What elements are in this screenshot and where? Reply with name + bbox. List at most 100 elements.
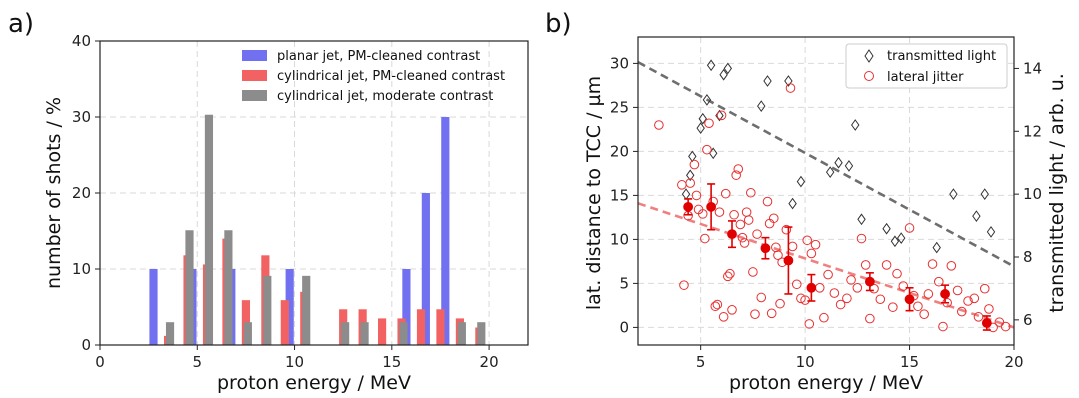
transmitted-light-point [851, 119, 860, 131]
tick-label-a-x: 15 [382, 353, 401, 371]
lateral-jitter-point [750, 309, 760, 320]
legend-a-swatch-1 [242, 70, 267, 81]
mean-point [981, 318, 992, 328]
transmitted-light-point [686, 169, 695, 182]
tick-label-b-y: 0 [619, 318, 629, 336]
bar-series-2 [399, 322, 408, 345]
mean-point [683, 201, 694, 212]
lateral-jitter-point [727, 305, 737, 315]
transmitted-light-point [949, 188, 958, 200]
transmitted-light-point [706, 59, 716, 72]
bar-series-2 [165, 322, 175, 345]
transmitted-light-point [702, 94, 712, 106]
tick-label-a-y: 30 [72, 108, 91, 126]
transmitted-light-point [698, 112, 707, 125]
lateral-jitter-point [800, 295, 810, 305]
lateral-jitter-point [810, 239, 821, 250]
lateral-jitter-point [791, 279, 802, 290]
legend-a-label-2: cylindrical jet, moderate contrast [277, 89, 493, 104]
lateral-jitter-point [691, 190, 702, 201]
lateral-jitter-point [762, 196, 773, 207]
panel-a-label: a) [8, 9, 34, 39]
transmitted-light-point [834, 156, 843, 169]
mean-point [864, 276, 875, 287]
lateral-jitter-point [771, 242, 781, 253]
lateral-jitter-point [956, 306, 967, 317]
tick-label-b-y2: 8 [1023, 248, 1033, 266]
bar-series-2 [224, 230, 233, 345]
bar-series-0 [149, 269, 158, 345]
tick-label-a-y: 10 [72, 260, 91, 278]
lateral-jitter-point [823, 269, 833, 280]
lateral-jitter-point [731, 170, 741, 180]
lateral-jitter-point [923, 289, 934, 299]
lateral-jitter-point [689, 159, 700, 170]
mean-point [940, 289, 950, 299]
transmitted-light-point [932, 241, 941, 254]
lateral-jitter-point [768, 213, 779, 224]
transmitted-light-point [708, 147, 718, 160]
panel-b-points [654, 59, 1011, 333]
panel-b: b) 5 10 15 20 0 5 10 15 20 25 30 6 8 10 12 14 proton en… [545, 9, 1068, 394]
mean-point [806, 282, 817, 293]
transmitted-light-point [882, 222, 891, 235]
panel-b-xlabel: proton energy / MeV [729, 372, 923, 394]
lateral-jitter-point [984, 304, 994, 314]
lateral-jitter-point [892, 268, 902, 279]
lateral-jitter-point [746, 187, 756, 198]
panel-a-ticks: 0 5 10 15 20 0 10 20 30 40 [72, 32, 499, 371]
panel-b-ylabel: lat. distance to TCC / µm [583, 76, 605, 310]
lateral-jitter-point [819, 312, 829, 323]
bar-series-2 [341, 322, 350, 345]
panel-a-legend: planar jet, PM-cleaned contrast cylindri… [242, 49, 505, 104]
lateral-jitter-point [702, 144, 712, 155]
transmitted-light-point [719, 68, 728, 81]
tick-label-b-y: 20 [610, 142, 629, 160]
tick-label-a-x: 10 [285, 353, 304, 371]
lateral-jitter-point [781, 224, 792, 235]
lateral-jitter-point [804, 319, 815, 329]
bar-series-1 [436, 309, 445, 345]
lateral-jitter-point [733, 164, 744, 174]
lateral-jitter-point [785, 83, 796, 93]
lateral-jitter-point [756, 292, 767, 303]
transmitted-light-point [688, 150, 697, 163]
tick-label-b-y2: 6 [1023, 311, 1033, 329]
tick-label-a-y: 40 [72, 32, 91, 50]
lateral-jitter-point [802, 235, 813, 246]
tick-label-a-x: 20 [480, 353, 499, 371]
lateral-jitter-point [856, 233, 867, 244]
mean-point [706, 201, 717, 212]
tick-label-b-y: 15 [610, 186, 629, 204]
panel-b-legend: transmitted light lateral jitter [845, 43, 1008, 89]
transmitted-light-point [857, 213, 866, 226]
legend-b-box [845, 43, 1008, 89]
tick-label-b-x: 20 [1004, 353, 1023, 371]
lateral-jitter-point [739, 238, 750, 248]
lateral-jitter-point [723, 271, 733, 282]
lateral-jitter-point [860, 260, 871, 270]
bar-series-0 [402, 269, 411, 345]
legend-b-label-0: transmitted light [887, 49, 996, 64]
panel-a-bars [149, 114, 486, 345]
lateral-jitter-point [973, 312, 984, 322]
tick-label-b-y2: 14 [1023, 59, 1042, 77]
bar-series-1 [416, 309, 426, 345]
lateral-jitter-point [697, 209, 708, 219]
transmitted-light-point [890, 235, 900, 248]
lateral-jitter-point [748, 267, 758, 277]
lateral-jitter-point [773, 250, 783, 261]
transmitted-light-point [825, 166, 835, 178]
transmitted-light-point [757, 100, 766, 112]
bar-series-2 [360, 322, 369, 345]
tick-label-a-x: 0 [95, 353, 105, 371]
transmitted-light-point [723, 62, 733, 75]
bar-series-2 [457, 322, 466, 345]
tick-label-b-x: 5 [696, 353, 706, 371]
lateral-jitter-point [835, 299, 846, 310]
legend-a-swatch-0 [242, 50, 267, 61]
lateral-jitter-point [969, 293, 980, 304]
lateral-jitter-point [919, 309, 929, 320]
lateral-jitter-point [729, 209, 739, 220]
